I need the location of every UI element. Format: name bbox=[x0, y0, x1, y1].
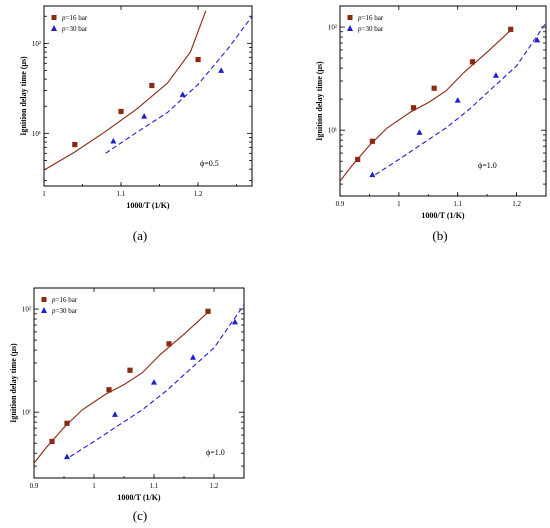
x-tick-label: 1.1 bbox=[453, 200, 462, 208]
phi-annotation: ϕ=0.5 bbox=[200, 159, 219, 168]
panel-label: (c) bbox=[133, 508, 147, 523]
y-axis-label: Ignition delay time (μs) bbox=[9, 343, 18, 423]
y-axis-label: Ignition delay time (μs) bbox=[19, 56, 28, 136]
x-axis-label: 1000/T (1/K) bbox=[421, 211, 465, 220]
x-tick-label: 0.9 bbox=[336, 200, 345, 208]
legend-label-symbol: p bbox=[357, 14, 362, 22]
x-tick-label: 1.1 bbox=[150, 482, 159, 490]
panel-label: (b) bbox=[432, 228, 447, 243]
model-curve-series-2 bbox=[375, 22, 546, 176]
legend-label-value: =16 bar bbox=[56, 296, 78, 304]
x-tick-label: 1.2 bbox=[194, 190, 203, 198]
data-point-triangle bbox=[454, 97, 461, 103]
legend-label-symbol: p bbox=[61, 14, 66, 22]
legend-label-symbol: p bbox=[51, 296, 56, 304]
x-tick-label: 0.9 bbox=[30, 482, 39, 490]
data-point-square bbox=[127, 367, 133, 373]
legend-marker-triangle bbox=[347, 25, 353, 31]
x-tick-label: 1 bbox=[42, 190, 46, 198]
legend-label: p=16 bar bbox=[61, 14, 88, 22]
x-tick-label: 1.2 bbox=[512, 200, 521, 208]
data-point-square bbox=[64, 420, 70, 426]
legend-marker-square bbox=[41, 297, 47, 302]
y-tick-label: 10¹ bbox=[32, 130, 41, 138]
data-point-square bbox=[469, 59, 476, 65]
legend-label-value: =30 bar bbox=[56, 307, 78, 315]
y-tick-label: 10¹ bbox=[328, 127, 337, 135]
legend-marker-triangle bbox=[51, 25, 57, 31]
data-point-square bbox=[410, 105, 417, 111]
data-point-triangle bbox=[232, 318, 238, 325]
x-tick-label: 1.1 bbox=[117, 190, 126, 198]
y-tick-label: 10¹ bbox=[22, 409, 31, 417]
data-point-triangle bbox=[64, 453, 70, 460]
data-point-square bbox=[49, 438, 55, 445]
data-point-square bbox=[149, 82, 155, 89]
panel-label: (a) bbox=[133, 228, 147, 243]
plot-frame bbox=[43, 5, 253, 187]
legend-label: p=16 bar bbox=[357, 14, 384, 22]
legend-marker-triangle bbox=[41, 307, 47, 313]
y-axis-label: Ignition delay time (μs) bbox=[315, 61, 324, 141]
legend-marker-square bbox=[347, 15, 353, 20]
data-point-square bbox=[205, 308, 211, 314]
x-tick-label: 1 bbox=[92, 482, 96, 490]
legend-label-value: =30 bar bbox=[66, 25, 88, 33]
y-tick-label: 10² bbox=[328, 24, 337, 32]
y-tick-label: 10² bbox=[32, 40, 41, 48]
model-curve-series-2 bbox=[105, 15, 252, 154]
data-point-square bbox=[369, 138, 375, 144]
data-point-triangle bbox=[151, 379, 157, 385]
data-point-square bbox=[106, 387, 112, 393]
x-axis-label: 1000/T (1/K) bbox=[126, 201, 170, 210]
legend-label: p=30 bar bbox=[51, 307, 78, 315]
legend-label-value: =30 bar bbox=[362, 25, 384, 33]
model-curve-series-1 bbox=[44, 10, 207, 171]
data-point-triangle bbox=[218, 67, 225, 73]
y-tick-label: 10² bbox=[22, 306, 31, 314]
legend-label: p=30 bar bbox=[61, 25, 88, 33]
model-curve-series-2 bbox=[69, 304, 244, 458]
data-point-triangle bbox=[369, 171, 376, 178]
chart-panel-2: 0.9 1 1.1 1.2 10¹ 10² 1000/T (1/K) Ignition del… bbox=[315, 5, 547, 243]
chart-panel-3: 0.9 1 1.1 1.2 10¹ 10² 1000/T (1/K) Ignition del… bbox=[9, 287, 245, 523]
legend-label-value: =16 bar bbox=[362, 14, 384, 22]
legend-marker-square bbox=[51, 15, 57, 20]
data-point-triangle bbox=[534, 36, 541, 43]
plot-frame bbox=[339, 5, 547, 197]
data-point-square bbox=[355, 156, 361, 163]
data-point-triangle bbox=[110, 137, 117, 144]
data-point-triangle bbox=[492, 72, 499, 78]
x-tick-label: 1 bbox=[397, 200, 401, 208]
data-point-square bbox=[431, 85, 437, 91]
model-curve-series-1 bbox=[34, 311, 209, 464]
legend-label-symbol: p bbox=[51, 307, 56, 315]
phi-annotation: ϕ=1.0 bbox=[478, 161, 497, 170]
data-point-square bbox=[508, 26, 514, 32]
x-tick-label: 1.2 bbox=[210, 482, 219, 490]
phi-annotation: ϕ=1.0 bbox=[206, 448, 225, 457]
data-point-square bbox=[72, 141, 78, 148]
data-point-triangle bbox=[179, 91, 186, 97]
data-point-square bbox=[118, 108, 124, 115]
legend-label-value: =16 bar bbox=[66, 14, 88, 22]
legend-label-symbol: p bbox=[61, 25, 66, 33]
legend-label: p=30 bar bbox=[357, 25, 384, 33]
model-curve-series-1 bbox=[340, 29, 512, 182]
legend-label-symbol: p bbox=[357, 25, 362, 33]
data-point-triangle bbox=[112, 411, 118, 417]
legend-label: p=16 bar bbox=[51, 296, 78, 304]
data-point-square bbox=[195, 56, 201, 63]
data-point-triangle bbox=[416, 129, 423, 135]
chart-panel-1: 1 1.1 1.2 10¹ 10² 1000/T (1/K) Ignition delay … bbox=[19, 5, 253, 243]
x-axis-label: 1000/T (1/K) bbox=[117, 493, 161, 502]
data-point-square bbox=[166, 341, 172, 347]
data-point-triangle bbox=[141, 113, 148, 119]
plot-frame bbox=[33, 287, 245, 479]
data-point-triangle bbox=[190, 354, 196, 360]
